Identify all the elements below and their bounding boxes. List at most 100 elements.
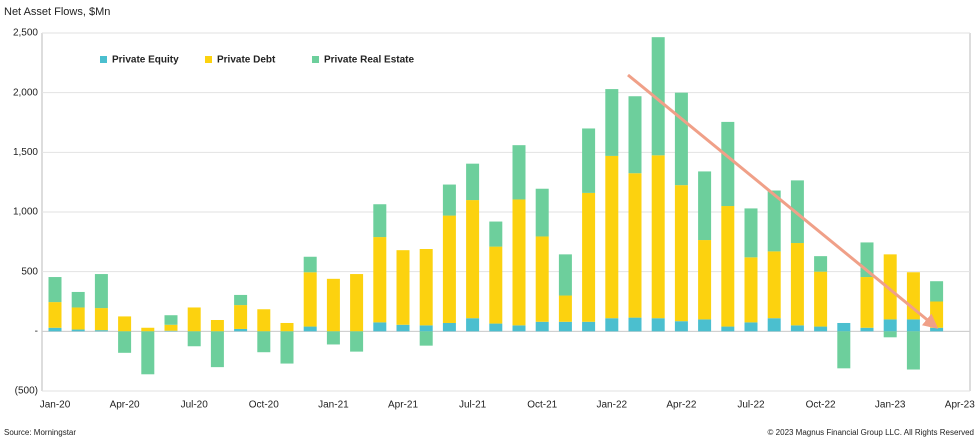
bar-segment [234,294,248,306]
bar-segment [442,322,456,332]
bar-segment [535,236,549,322]
bar-segment [94,330,108,332]
bar-segment [698,240,712,320]
bar-segment [257,309,271,332]
bar-segment [512,199,526,326]
bar-segment [930,281,944,302]
bar-segment [164,315,178,325]
bar-segment [698,171,712,241]
bar-segment [373,322,387,332]
bar-segment [558,254,572,296]
bar-segment [210,331,224,368]
x-tick-label: Jan-21 [318,400,349,411]
bar-segment [48,302,62,328]
bar-segment [396,324,410,332]
bar-segment [582,321,596,332]
legend-label: Private Debt [217,55,276,66]
bar-segment [721,206,735,327]
x-tick-label: Apr-20 [110,400,140,411]
y-tick-label: 1,500 [13,147,38,158]
bar-segment [234,305,248,329]
bar-segment [744,322,758,332]
bar-segment [466,200,480,319]
legend-swatch [205,56,212,63]
bar-segment [744,208,758,258]
x-tick-label: Jul-21 [459,400,487,411]
x-tick-label: Oct-22 [806,400,836,411]
bar-segment [187,307,201,332]
bar-segment [790,243,804,326]
bar-segment [744,257,758,323]
bar-segment [582,128,596,193]
bar-segment [651,318,665,332]
bar-segment [512,145,526,200]
bar-segment [303,272,317,327]
bar-segment [674,321,688,332]
x-tick-label: Apr-22 [666,400,696,411]
bar-segment [767,251,781,319]
bar-segment [350,274,364,332]
bar-segment [651,37,665,156]
bar-segment [489,221,503,247]
bar-segment [466,318,480,332]
y-tick-label: 1,000 [13,207,38,218]
bar-segment [512,325,526,332]
bar-segment [419,331,433,346]
bar-segment [326,331,340,345]
bar-segment [558,321,572,332]
bar-segment [187,331,201,347]
y-tick-label: - [35,326,38,337]
bar-segment [930,327,944,332]
bar-segment [94,308,108,331]
bar-segment [628,317,642,332]
x-tick-label: Jan-22 [597,400,628,411]
bar-segment [396,250,410,325]
bar-segment [906,319,920,332]
x-tick-label: Jan-23 [875,400,906,411]
bar-segment [582,192,596,322]
x-tick-label: Jul-20 [181,400,209,411]
bar-segment [860,327,874,332]
bar-segment [118,316,132,332]
x-tick-label: Oct-20 [249,400,279,411]
bar-segment [48,327,62,332]
bar-segment [373,204,387,238]
bar-segment [651,155,665,319]
bar-segment [164,324,178,331]
bar-segment [767,318,781,332]
bar-segment [837,322,851,332]
bar-segment [674,92,688,186]
copyright: © 2023 Magnus Financial Group LLC. All R… [768,428,974,437]
bar-segment [535,321,549,332]
bar-segment [118,331,132,353]
bar-segment [164,330,178,332]
bar-segment [71,329,85,332]
bar-segment [883,319,897,332]
bar-segment [210,319,224,332]
bar-segment [698,319,712,332]
bar-segment [605,318,619,332]
legend-label: Private Equity [112,55,179,66]
bar-segment [814,256,828,272]
bar-segment [883,331,897,338]
bar-segment [71,307,85,330]
source: Source: Morningstar [4,428,76,437]
bar-segment [373,237,387,323]
bar-segment [234,328,248,332]
bar-segment [674,185,688,322]
bar-segment [419,248,433,326]
y-tick-label: 2,000 [13,87,38,98]
bar-segment [860,277,874,328]
bar-segment [442,215,456,323]
bar-segment [906,331,920,370]
bar-segment [419,325,433,332]
bar-segment [442,184,456,216]
bar-segment [141,331,155,375]
bar-segment [558,295,572,322]
bar-segment [767,190,781,252]
bar-segment [535,188,549,237]
x-tick-label: Apr-21 [388,400,418,411]
bar-segment [628,96,642,174]
legend-swatch [312,56,319,63]
